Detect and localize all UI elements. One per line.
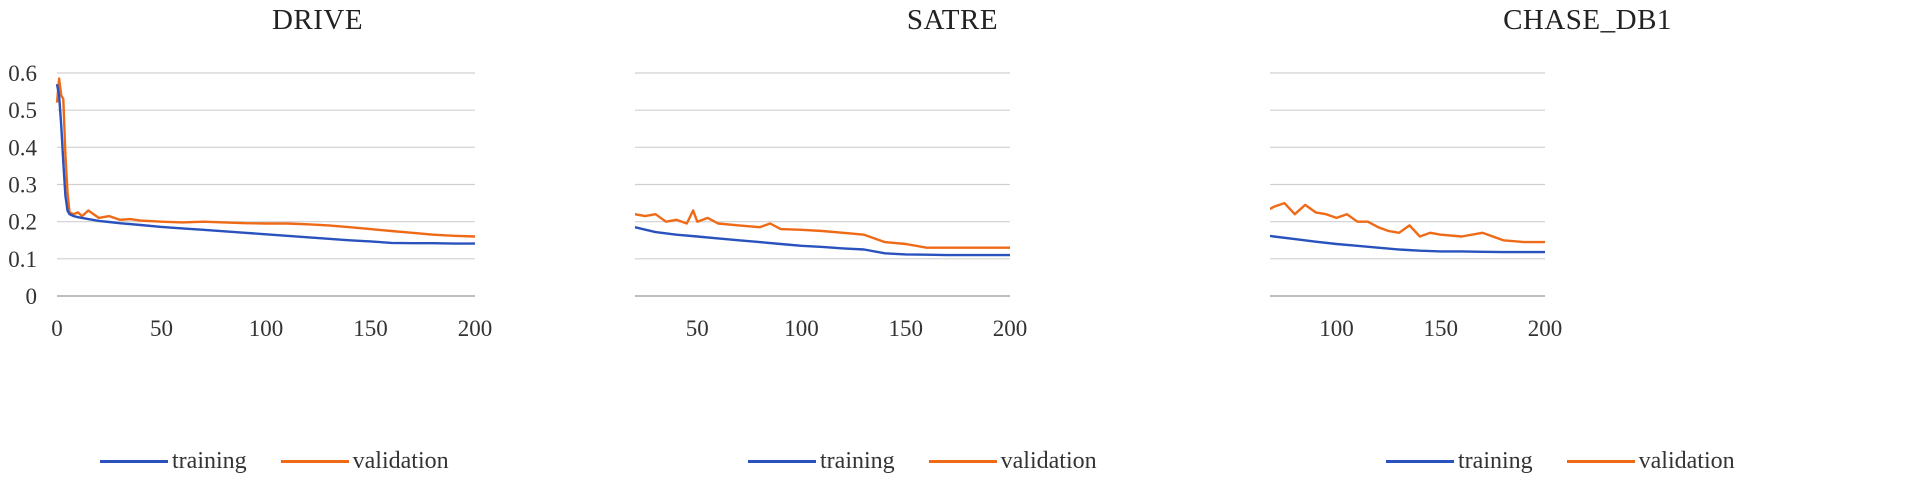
x-tick-label: 150 <box>1424 316 1459 341</box>
y-tick-label: 0.5 <box>8 98 37 123</box>
x-tick-label: 50 <box>150 316 173 341</box>
series-line-validation <box>55 77 476 238</box>
y-tick-label: 0.4 <box>8 135 37 160</box>
chart-svg: 0 0.1 0.2 0.3 0.4 0.5 0.6 0 50 100 150 200 <box>8 61 493 341</box>
legend-item-training: training <box>100 448 247 475</box>
legend-item-validation: validation <box>928 448 1097 475</box>
legend-item-validation: validation <box>280 448 449 475</box>
chart-legend: training validation <box>748 448 1131 475</box>
legend-label-training: training <box>1458 448 1533 474</box>
x-tick-label: 0 <box>51 316 63 341</box>
series-line-training <box>635 226 1010 257</box>
series-line-validation <box>1270 201 1545 244</box>
legend-swatch-training <box>748 460 816 463</box>
x-tick-label: 150 <box>353 316 388 341</box>
legend-swatch-validation <box>1566 460 1635 463</box>
legend-swatch-training <box>1386 460 1454 463</box>
x-tick-label: 50 <box>686 316 709 341</box>
legend-label-training: training <box>172 448 247 474</box>
chart-legend: training validation <box>1386 448 1769 475</box>
series-line-training <box>55 83 475 245</box>
legend-label-validation: validation <box>1000 448 1097 474</box>
legend-label-training: training <box>820 448 895 474</box>
x-tick-label: 100 <box>784 316 819 341</box>
y-tick-label: 0.3 <box>8 173 37 198</box>
chart-panel-chase-db1: CHASE_DB1 00.10.20.30.40.50.605010015020… <box>1270 0 1905 487</box>
legend-label-validation: validation <box>352 448 449 474</box>
x-tick-label: 200 <box>458 316 493 341</box>
x-tick-label: 100 <box>1319 316 1354 341</box>
y-tick-label: 0.6 <box>8 61 37 86</box>
legend-label-validation: validation <box>1638 448 1735 474</box>
x-tick-label: 200 <box>1528 316 1563 341</box>
chart-title: DRIVE <box>271 4 364 36</box>
y-tick-label: 0 <box>26 284 38 309</box>
legend-item-training: training <box>748 448 895 475</box>
legend-swatch-validation <box>928 460 997 463</box>
legend-swatch-validation <box>280 460 349 463</box>
chart-title: SATRE <box>906 4 999 36</box>
legend-item-validation: validation <box>1566 448 1735 475</box>
legend-item-training: training <box>1386 448 1533 475</box>
x-tick-label: 150 <box>889 316 924 341</box>
y-tick-label: 0.1 <box>8 247 37 272</box>
chart-legend: training validation <box>100 448 483 475</box>
chart-title: CHASE_DB1 <box>1503 4 1672 36</box>
y-tick-label: 0.2 <box>8 210 37 235</box>
chart-panel-drive: DRIVE 0 0.1 0.2 0.3 0.4 0.5 0.6 0 50 100 150 200 tr… <box>0 0 635 487</box>
x-tick-label: 100 <box>249 316 284 341</box>
x-tick-label: 200 <box>993 316 1028 341</box>
series-line-training <box>1270 234 1545 254</box>
series-line-validation <box>635 209 1010 249</box>
legend-swatch-training <box>100 460 168 463</box>
